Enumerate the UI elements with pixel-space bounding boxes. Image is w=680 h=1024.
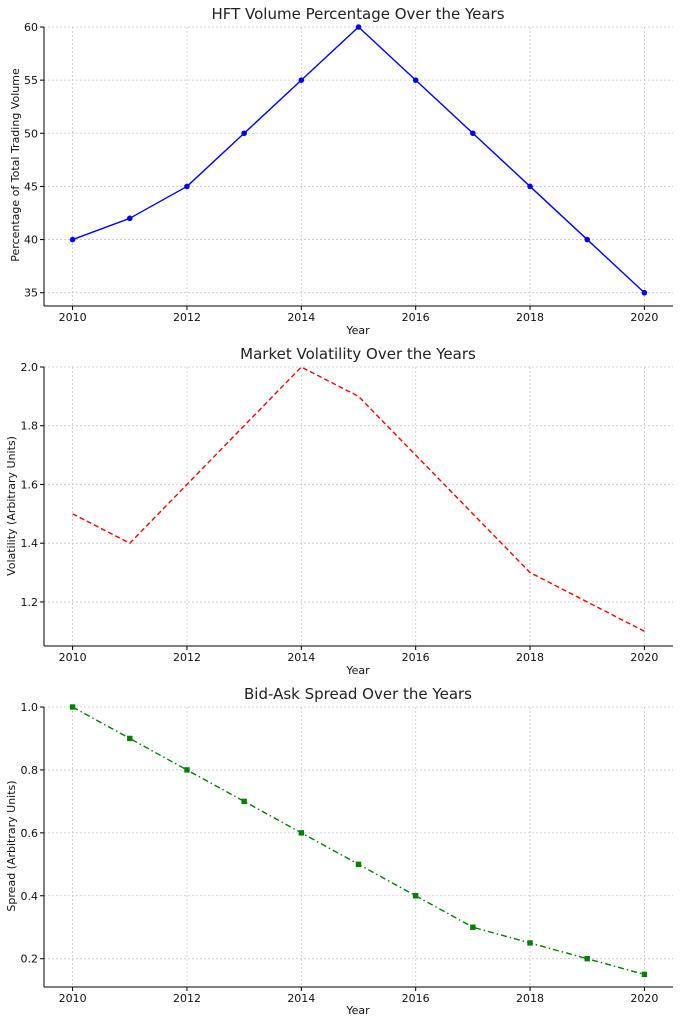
y-tick-label: 1.8	[21, 420, 39, 433]
x-tick-label: 2014	[287, 992, 315, 1005]
x-tick-label: 2010	[59, 992, 87, 1005]
data-point	[527, 940, 533, 946]
data-point	[184, 183, 190, 190]
y-tick-label: 55	[24, 74, 38, 87]
y-tick-label: 1.4	[21, 537, 39, 550]
y-tick-label: 0.4	[21, 890, 39, 903]
hft-volume-panel: HFT Volume Percentage Over the Years Yea…	[9, 5, 673, 337]
data-point	[298, 77, 305, 83]
x-tick-label: 2016	[402, 992, 430, 1005]
y-tick-label: 1.6	[21, 478, 39, 491]
market-volatility-panel: Market Volatility Over the Years Year Vo…	[5, 345, 673, 677]
x-axis-label: Year	[345, 324, 370, 337]
data-point	[470, 924, 476, 930]
x-tick-label: 2010	[59, 651, 87, 664]
data-point	[126, 215, 133, 222]
bid-ask-spread-panel: Bid-Ask Spread Over the Years Year Sprea…	[5, 685, 673, 1017]
data-point	[355, 861, 362, 868]
x-tick-label: 2020	[630, 651, 658, 664]
y-axis-label: Spread (Arbitrary Units)	[5, 780, 18, 911]
chart-title: Market Volatility Over the Years	[240, 345, 476, 363]
x-tick-label: 2020	[630, 992, 658, 1005]
data-point	[127, 735, 133, 742]
x-tick-label: 2020	[630, 311, 658, 324]
y-tick-label: 0.8	[21, 764, 39, 777]
x-tick-label: 2012	[173, 311, 201, 324]
y-tick-label: 1.0	[21, 701, 39, 714]
y-tick-label: 0.6	[21, 827, 39, 840]
y-axis-label: Volatility (Arbitrary Units)	[5, 436, 18, 576]
data-point	[241, 798, 247, 805]
x-tick-label: 2016	[402, 311, 430, 324]
y-tick-label: 35	[24, 287, 38, 300]
data-point	[527, 183, 533, 190]
x-axis-label: Year	[345, 1004, 370, 1017]
x-axis-label: Year	[345, 664, 370, 677]
data-point	[298, 830, 305, 836]
y-tick-label: 2.0	[21, 361, 39, 374]
chart-title: HFT Volume Percentage Over the Years	[211, 5, 504, 23]
data-point	[355, 24, 362, 30]
x-tick-label: 2016	[402, 651, 430, 664]
x-tick-label: 2018	[516, 651, 544, 664]
x-tick-label: 2012	[173, 992, 201, 1005]
series-line	[72, 366, 645, 632]
data-point	[584, 955, 590, 962]
data-point	[241, 130, 247, 137]
data-point	[412, 893, 419, 899]
plot-area: 2010 2012 2014 2016 2018 2020 1.2 1.4 1.6 1.8 2.0	[21, 361, 673, 664]
x-tick-label: 2010	[59, 311, 87, 324]
y-tick-label: 0.2	[21, 953, 39, 966]
data-point	[412, 77, 419, 83]
x-tick-label: 2012	[173, 651, 201, 664]
plot-area: 2010 2012 2014 2016 2018 2020 35 40 45 50 55 60	[24, 21, 673, 324]
y-axis-label: Percentage of Total Trading Volume	[9, 68, 22, 262]
x-tick-label: 2014	[287, 651, 315, 664]
data-point	[69, 704, 76, 710]
series-line	[72, 26, 645, 294]
x-tick-label: 2018	[516, 311, 544, 324]
data-point	[470, 130, 476, 137]
y-tick-label: 50	[24, 127, 38, 140]
y-tick-label: 1.2	[21, 596, 39, 609]
y-tick-label: 40	[24, 234, 38, 247]
data-point	[69, 236, 76, 243]
data-point	[641, 289, 648, 296]
data-point	[584, 236, 591, 243]
y-tick-label: 45	[24, 180, 38, 193]
plot-area: 2010 2012 2014 2016 2018 2020 0.2 0.4 0.6 0.8 1.0	[21, 701, 673, 1005]
y-tick-label: 60	[24, 21, 38, 34]
chart-title: Bid-Ask Spread Over the Years	[244, 685, 472, 703]
data-point	[184, 767, 190, 773]
x-tick-label: 2014	[287, 311, 315, 324]
x-tick-label: 2018	[516, 992, 544, 1005]
data-point	[641, 971, 648, 978]
series-line	[72, 706, 645, 976]
